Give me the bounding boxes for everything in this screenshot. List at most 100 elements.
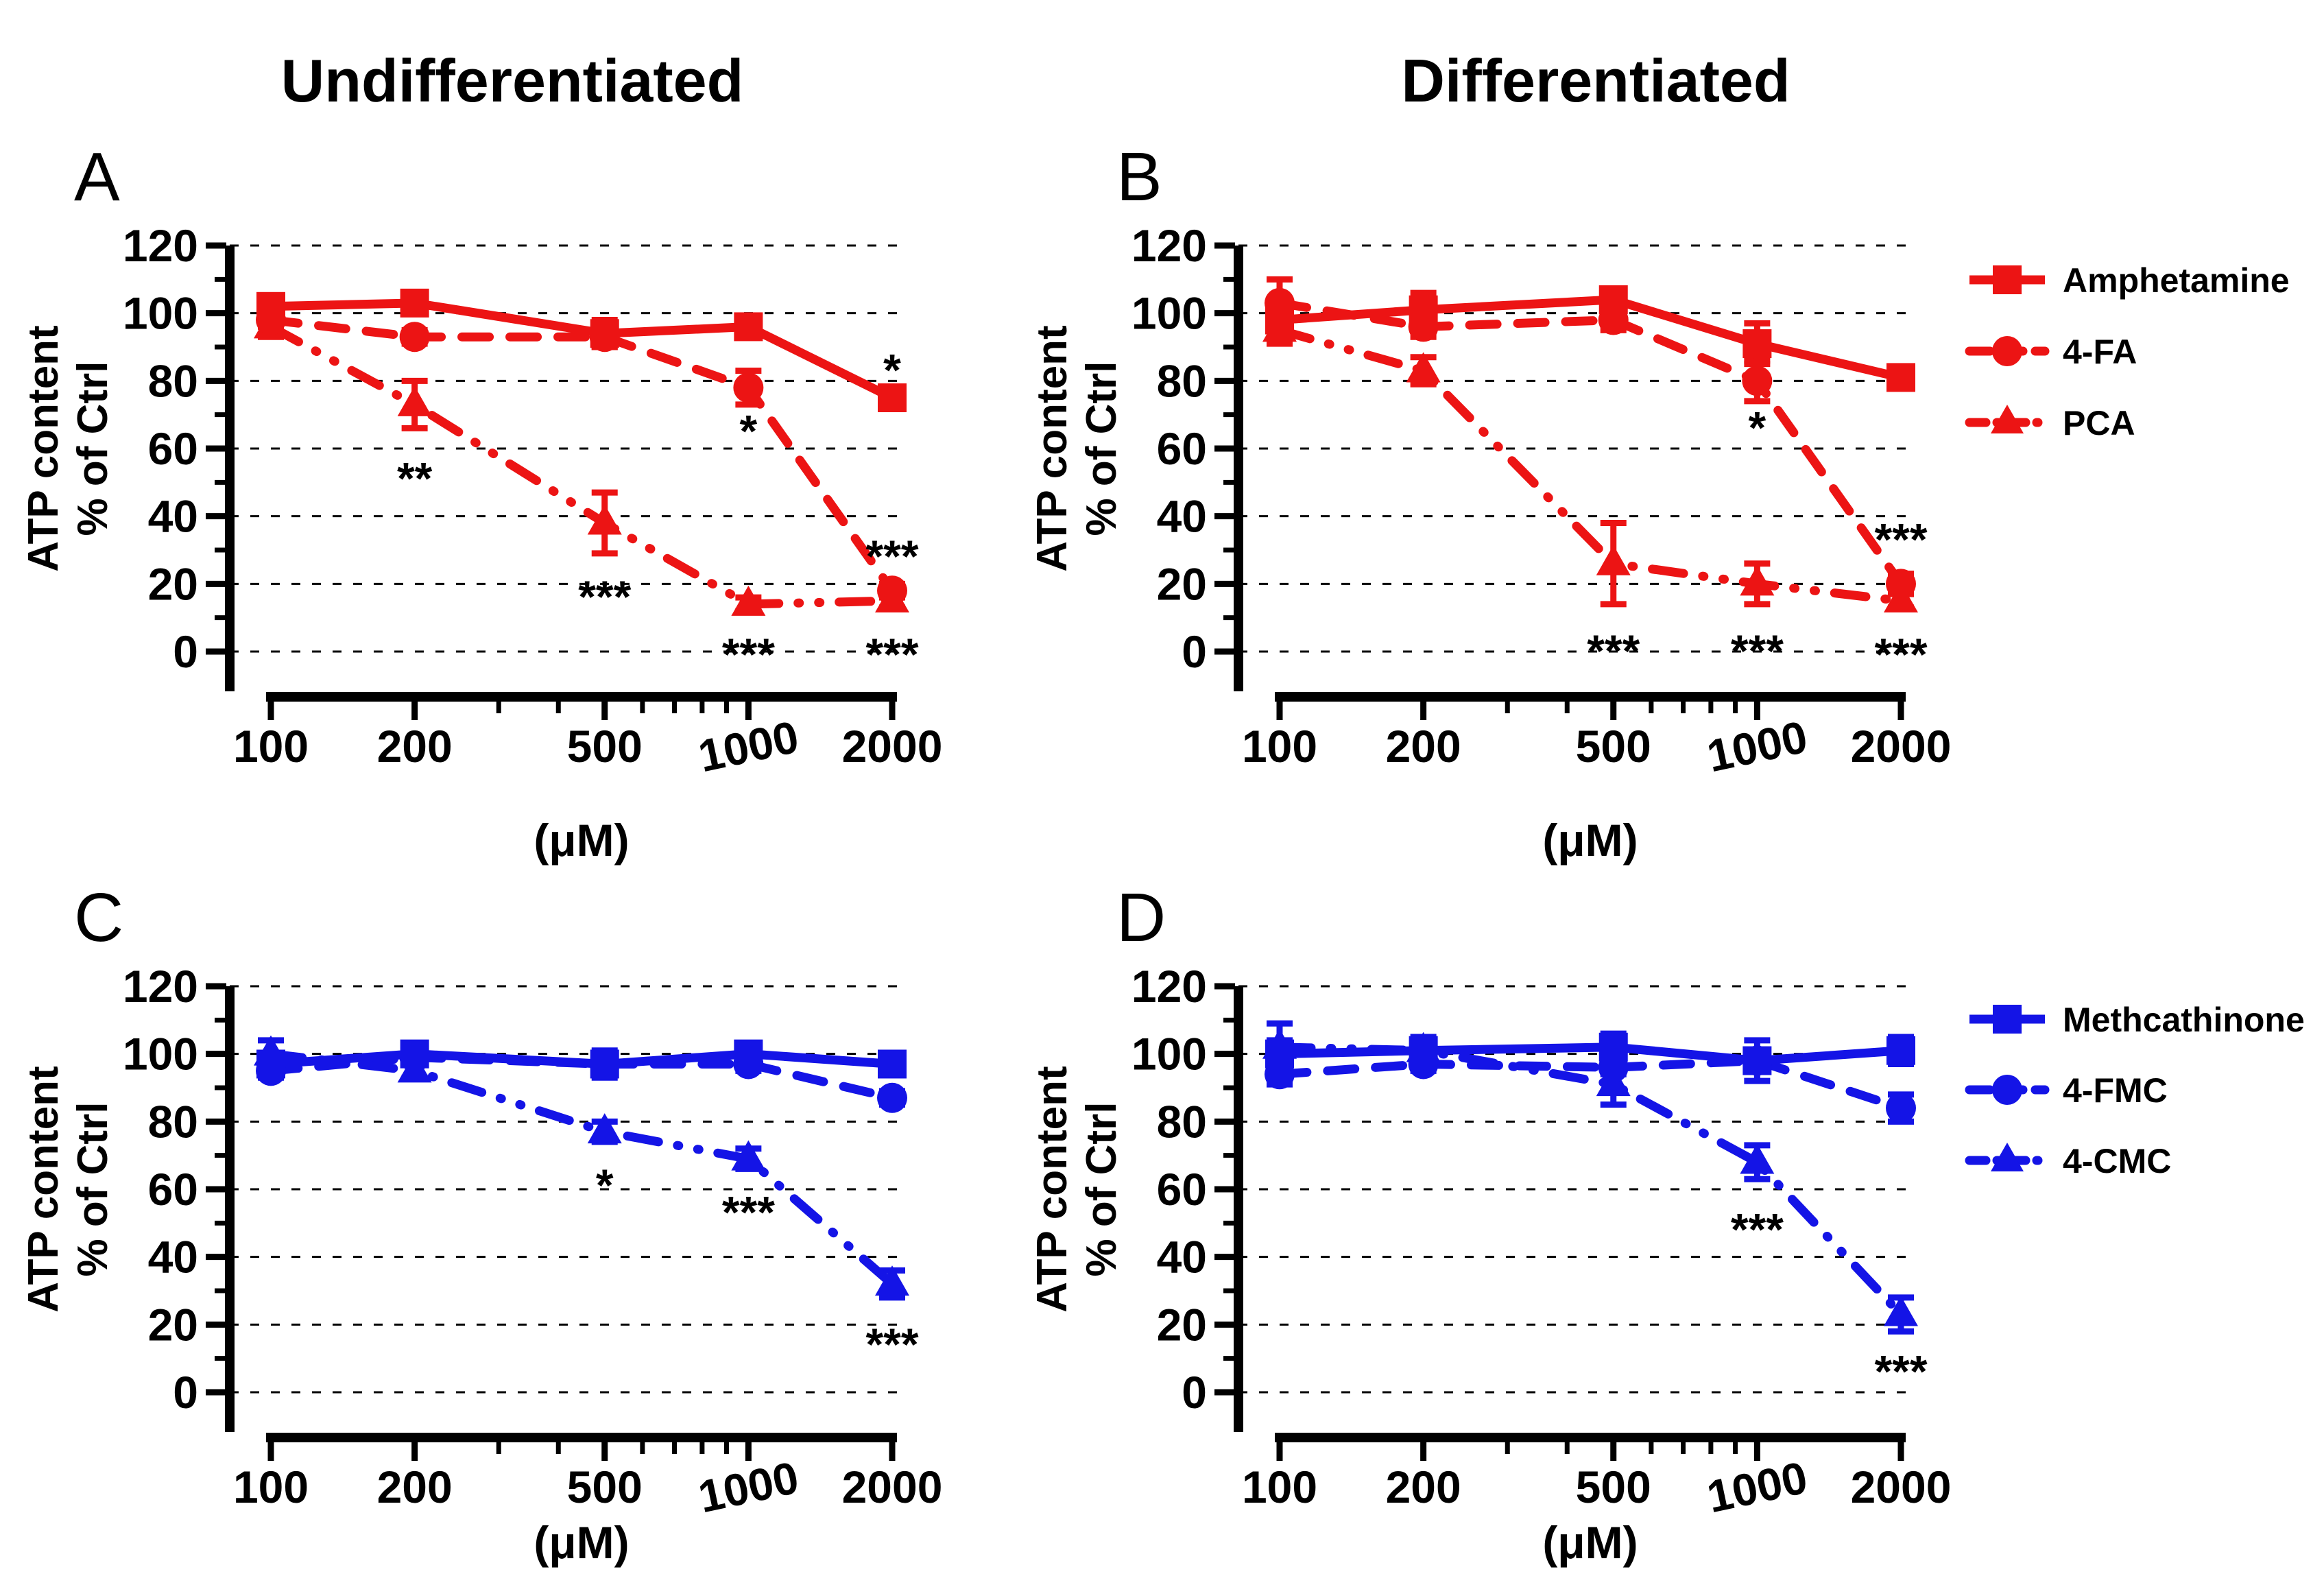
- y-tick-label: 80: [1157, 355, 1207, 406]
- legend-square-marker: [1993, 265, 2022, 294]
- data-point-triangle: [875, 1265, 909, 1296]
- y-tick-label: 20: [148, 1299, 198, 1350]
- series-line: [266, 1049, 897, 1289]
- series-methcathinone: [1265, 1020, 1915, 1088]
- series-4-fa: [1265, 276, 1916, 599]
- legend-item-methcathinone: Methcathinone: [1969, 1001, 2305, 1039]
- series-amphetamine: [256, 288, 907, 413]
- data-point-square: [878, 383, 907, 413]
- column-title-differentiated: Differentiated: [1401, 47, 1790, 115]
- significance-annotation: *: [1749, 403, 1766, 453]
- y-tick-label: 0: [173, 626, 198, 677]
- y-tick-label: 120: [1131, 961, 1207, 1012]
- significance-annotation: ***: [865, 1319, 918, 1370]
- x-tick-label: 100: [233, 721, 309, 772]
- y-axis-label-b-line1: ATP content: [1029, 325, 1076, 571]
- legend-item-amphetamine: Amphetamine: [1969, 261, 2290, 300]
- x-tick-label: 200: [1386, 721, 1461, 772]
- data-point-square: [1886, 1036, 1915, 1065]
- series-4-fmc: [256, 1042, 907, 1113]
- y-tick-label: 60: [1157, 1164, 1207, 1215]
- legend-label-4fa: 4-FA: [2063, 333, 2137, 371]
- y-axis-label-d-line2: % of Ctrl: [1078, 1102, 1125, 1277]
- legend-label-pca: PCA: [2063, 404, 2135, 442]
- y-tick-label: 60: [148, 423, 198, 474]
- y-axis-label-a-line2: % of Ctrl: [69, 361, 117, 536]
- series-4-cmc: [1262, 1028, 1918, 1335]
- significance-annotation: ***: [865, 629, 918, 680]
- y-tick-label: 80: [1157, 1096, 1207, 1147]
- x-tick-label: 500: [567, 721, 643, 772]
- legend-label-amphetamine: Amphetamine: [2063, 261, 2290, 300]
- x-tick-label: 100: [1242, 721, 1317, 772]
- data-point-square: [400, 1039, 429, 1069]
- data-point-square: [734, 312, 763, 342]
- data-point-triangle: [731, 585, 766, 616]
- data-point-square: [1409, 1036, 1438, 1065]
- data-point-square: [256, 291, 285, 321]
- y-tick-label: 100: [123, 1029, 198, 1080]
- significance-annotation: ***: [722, 1187, 775, 1238]
- significance-annotation: ***: [1587, 625, 1640, 676]
- x-axis-label-d: (μM): [1542, 1517, 1638, 1568]
- data-point-triangle: [1406, 352, 1441, 383]
- y-tick-label: 100: [123, 288, 198, 339]
- y-tick-label: 40: [1157, 491, 1207, 542]
- data-point-triangle: [731, 1140, 766, 1171]
- y-axis-label-c-line1: ATP content: [20, 1066, 67, 1312]
- data-point-circle: [877, 575, 907, 606]
- x-tick-label: 200: [1386, 1462, 1461, 1512]
- x-axis-label-c: (μM): [534, 1517, 629, 1568]
- legend-triangle-marker: [1991, 1143, 2024, 1171]
- significance-annotation: ***: [1731, 1204, 1784, 1254]
- significance-annotation: ***: [1874, 514, 1927, 564]
- y-tick-label: 80: [148, 355, 198, 406]
- y-tick-label: 20: [1157, 558, 1207, 609]
- x-tick-label: 2000: [1851, 721, 1952, 772]
- x-tick-label: 2000: [1851, 1462, 1952, 1512]
- x-tick-label: 200: [377, 721, 453, 772]
- panel-letter-d: D: [1116, 879, 1166, 956]
- y-tick-label: 120: [1131, 220, 1207, 271]
- y-tick-label: 60: [1157, 423, 1207, 474]
- legend-circle-marker: [1992, 1075, 2022, 1105]
- data-point-circle: [399, 322, 430, 353]
- panel-letter-c: C: [74, 879, 123, 956]
- legend-square-marker: [1993, 1005, 2022, 1034]
- y-tick-label: 120: [123, 961, 198, 1012]
- series-4-fa: [256, 305, 907, 606]
- data-point-circle: [877, 1082, 907, 1113]
- significance-annotation: *: [883, 345, 901, 396]
- x-tick-label: 100: [1242, 1462, 1317, 1512]
- y-tick-label: 100: [1131, 288, 1207, 339]
- data-point-square: [1886, 363, 1915, 392]
- column-title-undifferentiated: Undifferentiated: [281, 47, 744, 115]
- legend-item-4fmc: 4-FMC: [1965, 1071, 2168, 1110]
- x-tick-label: 1000: [694, 1452, 803, 1523]
- data-point-triangle: [587, 504, 622, 535]
- legend-label-methcathinone: Methcathinone: [2063, 1001, 2305, 1039]
- data-point-triangle: [397, 385, 432, 416]
- significance-annotation: ***: [865, 531, 918, 582]
- y-tick-label: 60: [148, 1164, 198, 1215]
- legend-triangle-marker: [1991, 405, 2024, 433]
- data-point-square: [1598, 285, 1628, 314]
- y-tick-label: 40: [148, 491, 198, 542]
- legend-top: Amphetamine 4-FA PCA: [1965, 261, 2290, 442]
- data-point-square: [1265, 305, 1294, 335]
- x-tick-label: 1000: [694, 711, 803, 782]
- x-tick-label: 100: [233, 1462, 309, 1512]
- data-point-circle: [1886, 569, 1916, 599]
- data-point-square: [1742, 1046, 1772, 1075]
- significance-annotation: ***: [1874, 629, 1927, 680]
- y-axis-label-c-line2: % of Ctrl: [69, 1102, 117, 1277]
- series-line: [266, 298, 897, 403]
- y-tick-label: 100: [1131, 1029, 1207, 1080]
- y-tick-label: 120: [123, 220, 198, 271]
- y-tick-label: 40: [148, 1232, 198, 1283]
- x-tick-label: 2000: [842, 721, 943, 772]
